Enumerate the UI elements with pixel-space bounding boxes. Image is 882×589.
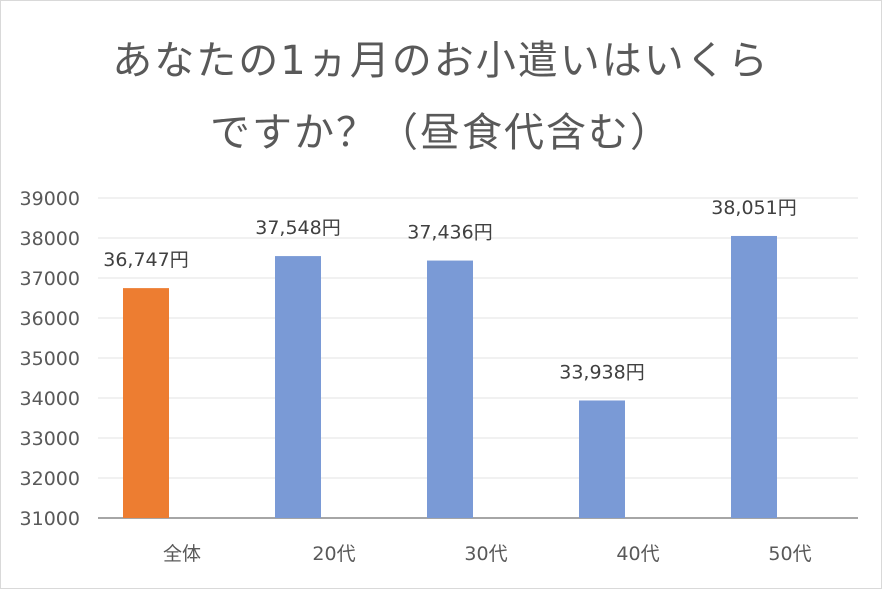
x-category-label: 全体 bbox=[163, 543, 201, 565]
x-category-label: 30代 bbox=[464, 543, 507, 565]
y-tick-label: 38000 bbox=[20, 228, 80, 250]
data-label: 33,938円 bbox=[559, 361, 644, 383]
x-category-label: 50代 bbox=[768, 543, 811, 565]
y-tick-label: 36000 bbox=[20, 308, 80, 330]
data-label: 38,051円 bbox=[711, 197, 796, 219]
chart-title-line2: ですか？（昼食代含む） bbox=[210, 110, 672, 156]
bar bbox=[123, 288, 169, 518]
x-category-label: 20代 bbox=[312, 543, 355, 565]
data-label: 37,436円 bbox=[407, 222, 492, 244]
y-tick-label: 35000 bbox=[20, 348, 80, 370]
y-tick-label: 31000 bbox=[20, 508, 80, 530]
y-tick-label: 39000 bbox=[20, 188, 80, 210]
data-label: 37,548円 bbox=[255, 217, 340, 239]
y-tick-label: 33000 bbox=[20, 428, 80, 450]
bar bbox=[427, 260, 473, 518]
data-label: 36,747円 bbox=[103, 249, 188, 271]
y-tick-label: 32000 bbox=[20, 468, 80, 490]
bar bbox=[731, 235, 777, 518]
y-tick-label: 34000 bbox=[20, 388, 80, 410]
chart-title-line1: あなたの1ヵ月のお小遣いはいくら bbox=[112, 38, 770, 84]
x-category-label: 40代 bbox=[616, 543, 659, 565]
bar bbox=[579, 400, 625, 518]
y-tick-label: 37000 bbox=[20, 268, 80, 290]
bar bbox=[275, 256, 321, 518]
